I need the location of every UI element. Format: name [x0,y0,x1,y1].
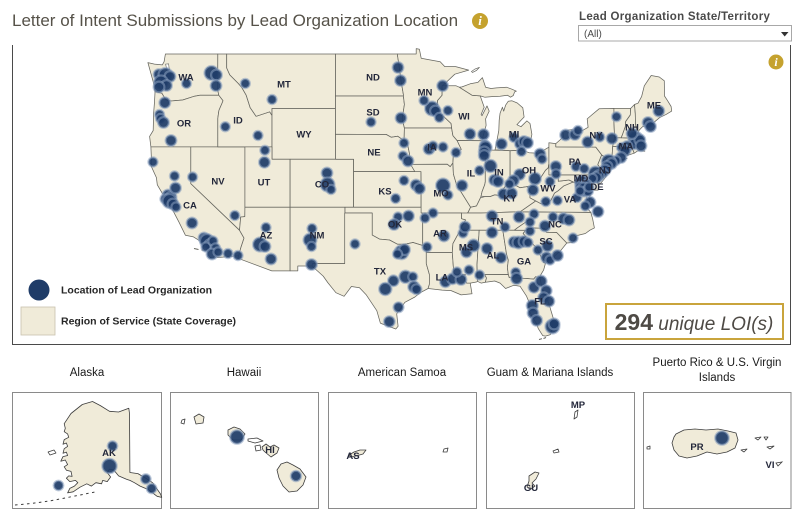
svg-text:Alaska: Alaska [70,367,105,379]
svg-text:294 unique LOI(s): 294 unique LOI(s) [615,309,774,335]
svg-text:MI: MI [509,130,520,141]
svg-text:KY: KY [503,194,517,205]
svg-text:FL: FL [534,297,546,308]
svg-text:MP: MP [571,400,586,411]
svg-text:MN: MN [418,88,433,99]
svg-text:AZ: AZ [260,231,273,242]
svg-text:MA: MA [619,142,634,153]
svg-text:IN: IN [494,168,504,179]
svg-text:NM: NM [310,231,325,242]
svg-text:LA: LA [436,273,449,284]
svg-text:ID: ID [233,116,243,127]
svg-text:Letter of Intent Submissions b: Letter of Intent Submissions by Lead Org… [12,11,458,30]
svg-text:PR: PR [690,442,703,453]
svg-text:HI: HI [265,445,275,456]
svg-text:Region of Service (State Cover: Region of Service (State Coverage) [61,316,236,328]
svg-text:OR: OR [177,119,191,130]
svg-text:NC: NC [548,220,562,231]
svg-text:Hawaii: Hawaii [227,367,262,379]
svg-text:AK: AK [102,448,116,459]
svg-text:UT: UT [258,178,271,189]
svg-text:i: i [478,13,482,28]
svg-text:Location of Lead Organization: Location of Lead Organization [61,285,212,297]
svg-text:CO: CO [315,180,329,191]
svg-text:IL: IL [467,169,476,180]
svg-text:VI: VI [766,460,775,471]
svg-text:PA: PA [569,157,582,168]
svg-text:TN: TN [491,217,504,228]
svg-text:MS: MS [459,243,473,254]
svg-text:Guam & Mariana Islands: Guam & Mariana Islands [487,367,614,379]
svg-text:NY: NY [589,131,603,142]
svg-text:MD: MD [574,174,589,185]
svg-text:Lead Organization State/Territ: Lead Organization State/Territory [579,11,770,23]
svg-text:OH: OH [522,166,536,177]
svg-text:SC: SC [539,237,552,248]
svg-text:(All): (All) [584,29,602,40]
svg-text:NH: NH [625,123,639,134]
svg-text:AR: AR [433,229,447,240]
svg-text:American Samoa: American Samoa [358,367,447,379]
svg-text:SD: SD [366,108,379,119]
svg-text:Islands: Islands [699,372,736,384]
svg-text:WY: WY [296,130,312,141]
svg-text:AL: AL [487,251,500,262]
svg-text:MT: MT [277,80,291,91]
svg-text:Puerto Rico & U.S. Virgin: Puerto Rico & U.S. Virgin [653,357,782,369]
svg-text:AS: AS [346,451,359,462]
svg-text:CA: CA [183,201,197,212]
svg-text:WI: WI [458,112,470,123]
svg-text:ME: ME [647,101,661,112]
svg-text:DE: DE [590,182,603,193]
svg-text:WA: WA [178,73,193,84]
svg-text:i: i [774,55,778,69]
svg-text:TX: TX [374,267,387,278]
svg-text:NJ: NJ [599,166,611,177]
svg-text:WV: WV [540,184,556,195]
svg-text:ND: ND [366,73,380,84]
svg-text:VA: VA [564,195,577,206]
svg-text:KS: KS [378,187,391,198]
svg-text:NV: NV [211,177,225,188]
svg-text:IA: IA [427,143,437,154]
svg-text:GA: GA [517,257,531,268]
svg-text:NE: NE [367,148,380,159]
svg-text:MO: MO [433,189,448,200]
svg-text:GU: GU [524,483,538,494]
svg-text:OK: OK [388,220,402,231]
